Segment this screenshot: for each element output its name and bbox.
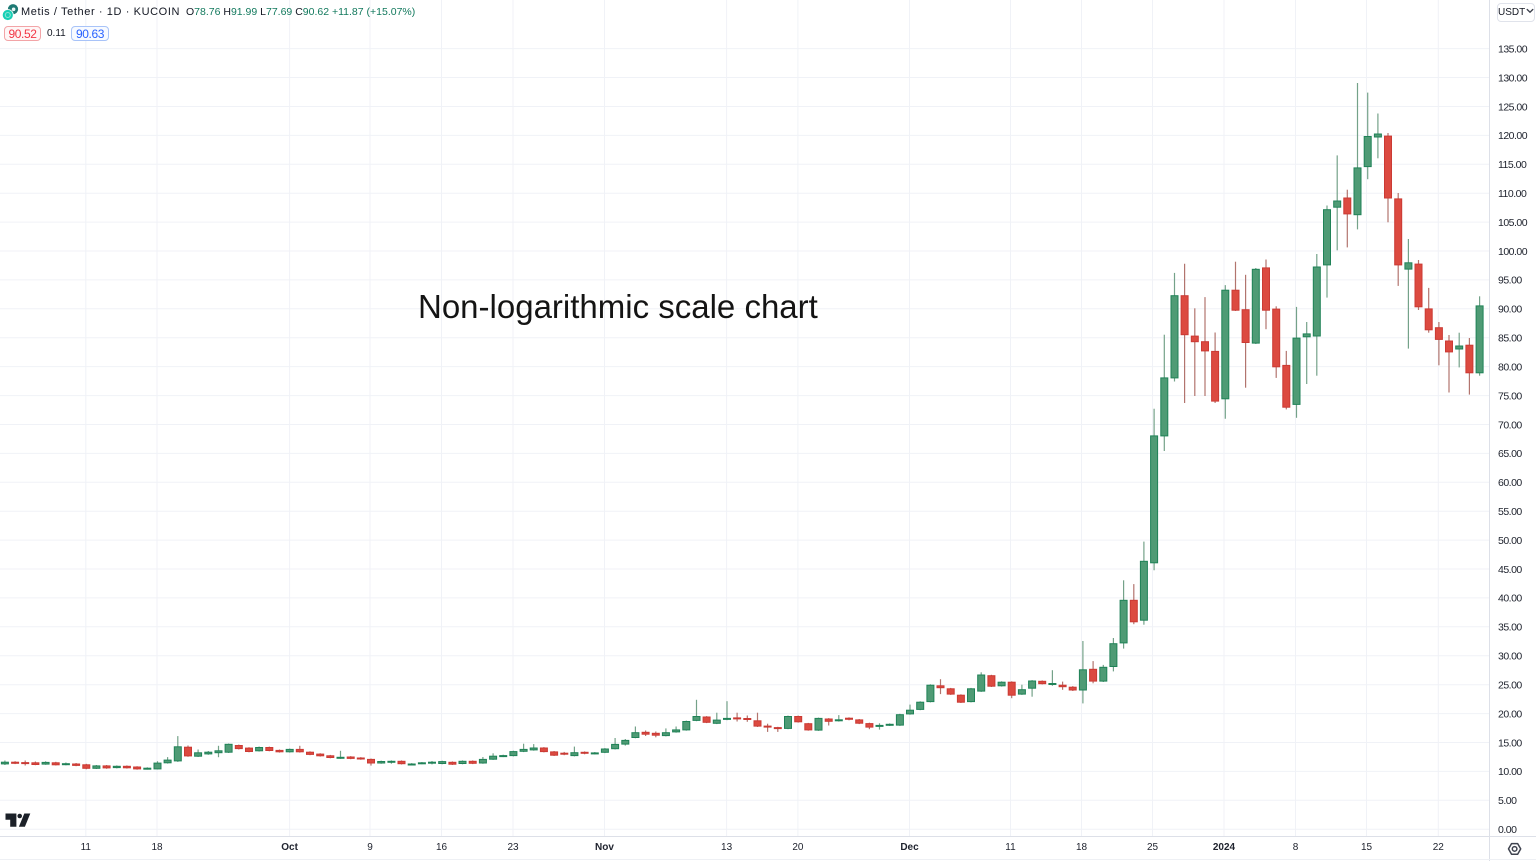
svg-text:40.00: 40.00 bbox=[1498, 593, 1522, 605]
svg-text:22: 22 bbox=[1433, 842, 1445, 853]
svg-text:75.00: 75.00 bbox=[1498, 390, 1522, 402]
svg-text:Oct: Oct bbox=[281, 842, 298, 853]
svg-text:Dec: Dec bbox=[900, 842, 919, 853]
svg-text:70.00: 70.00 bbox=[1498, 419, 1522, 431]
svg-text:125.00: 125.00 bbox=[1498, 101, 1528, 113]
svg-text:45.00: 45.00 bbox=[1498, 564, 1522, 576]
svg-text:65.00: 65.00 bbox=[1498, 448, 1522, 460]
svg-text:Nov: Nov bbox=[595, 842, 614, 853]
svg-text:5.00: 5.00 bbox=[1498, 795, 1517, 807]
svg-text:85.00: 85.00 bbox=[1498, 333, 1522, 345]
svg-text:15: 15 bbox=[1361, 842, 1373, 853]
svg-text:120.00: 120.00 bbox=[1498, 130, 1528, 142]
svg-text:30.00: 30.00 bbox=[1498, 651, 1522, 663]
svg-text:11: 11 bbox=[1005, 842, 1016, 853]
svg-text:100.00: 100.00 bbox=[1498, 246, 1528, 258]
svg-text:10.00: 10.00 bbox=[1498, 766, 1522, 778]
svg-text:90.00: 90.00 bbox=[1498, 304, 1522, 316]
svg-text:0.00: 0.00 bbox=[1498, 824, 1517, 836]
svg-text:9: 9 bbox=[367, 842, 373, 853]
svg-text:18: 18 bbox=[1076, 842, 1088, 853]
svg-text:18: 18 bbox=[151, 842, 163, 853]
svg-text:135.00: 135.00 bbox=[1498, 43, 1528, 55]
svg-text:20.00: 20.00 bbox=[1498, 708, 1522, 720]
svg-text:23: 23 bbox=[507, 842, 519, 853]
svg-text:16: 16 bbox=[436, 842, 448, 853]
svg-text:50.00: 50.00 bbox=[1498, 535, 1522, 547]
svg-text:13: 13 bbox=[721, 842, 733, 853]
svg-text:2024: 2024 bbox=[1213, 842, 1236, 853]
svg-text:35.00: 35.00 bbox=[1498, 622, 1522, 634]
svg-text:20: 20 bbox=[792, 842, 804, 853]
svg-text:110.00: 110.00 bbox=[1498, 188, 1527, 200]
svg-text:15.00: 15.00 bbox=[1498, 737, 1522, 749]
svg-text:11: 11 bbox=[81, 842, 92, 853]
svg-text:80.00: 80.00 bbox=[1498, 361, 1522, 373]
svg-text:55.00: 55.00 bbox=[1498, 506, 1522, 518]
svg-text:130.00: 130.00 bbox=[1498, 72, 1528, 84]
svg-text:25.00: 25.00 bbox=[1498, 680, 1522, 692]
svg-text:95.00: 95.00 bbox=[1498, 275, 1522, 287]
svg-text:8: 8 bbox=[1293, 842, 1299, 853]
svg-text:25: 25 bbox=[1147, 842, 1159, 853]
svg-text:60.00: 60.00 bbox=[1498, 477, 1522, 489]
svg-text:105.00: 105.00 bbox=[1498, 217, 1528, 229]
svg-text:115.00: 115.00 bbox=[1498, 159, 1527, 171]
